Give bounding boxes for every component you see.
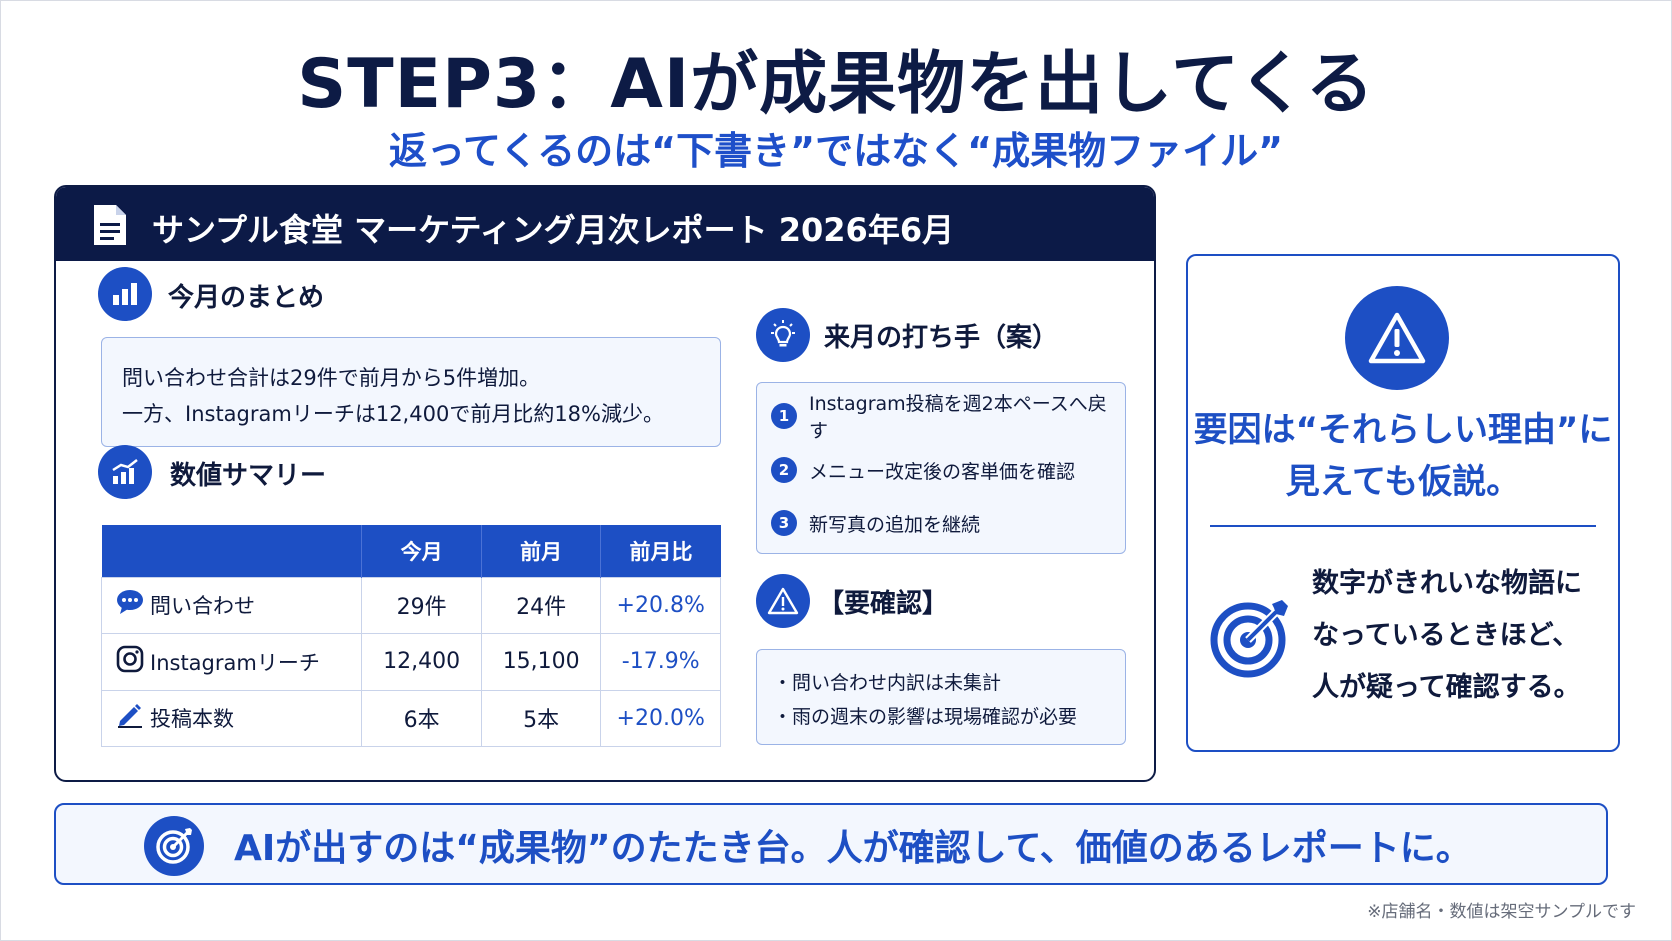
row-label-cell: 投稿本数 <box>100 689 363 747</box>
pencil-icon <box>116 701 150 735</box>
summary-table: 今月 前月 前月比 問い合わせ <box>100 525 721 747</box>
trend-chart-icon <box>98 445 152 499</box>
plan-item-text: Instagram投稿を週2本ペースへ戻す <box>809 393 1107 442</box>
table-heading: 数値サマリー <box>170 461 327 491</box>
instagram-icon <box>116 645 150 679</box>
summary-box: 問い合わせ合計は29件で前月から5件増加。 一方、Instagramリーチは12… <box>101 337 721 447</box>
cell-this-month: 12,400 <box>361 633 482 691</box>
cell-change: -17.9% <box>600 633 721 691</box>
report-header: サンプル食堂 マーケティング月次レポート 2026年6月 <box>56 187 1154 261</box>
warning-icon <box>1345 286 1449 390</box>
number-badge: 2 <box>771 457 797 483</box>
advice-line: 数字がきれいな物語に <box>1312 568 1582 599</box>
summary-line: 問い合わせ合計は29件で前月から5件増加。 <box>122 366 541 390</box>
plan-item-text: 新写真の追加を継続 <box>809 513 981 536</box>
list-item: ・雨の週末の影響は現場確認が必要 <box>773 706 1078 728</box>
row-label: 問い合わせ <box>150 594 255 619</box>
list-item: ・問い合わせ内訳は未集計 <box>773 672 1002 694</box>
bar-chart-icon <box>98 267 152 321</box>
list-item: 3 新写真の追加を継続 <box>771 508 980 538</box>
footnote: ※店舗名・数値は架空サンプルです <box>1367 902 1636 922</box>
table-header-cell <box>101 525 362 577</box>
cell-last-month: 5本 <box>480 689 602 747</box>
caution-line: 見えても仮説。 <box>1285 462 1521 502</box>
caution-message: 要因は“それらしい理由”に 見えても仮説。 <box>1188 404 1618 508</box>
caution-line: 要因は“それらしい理由”に <box>1193 410 1613 450</box>
list-item: 2 メニュー改定後の客単価を確認 <box>771 455 1075 485</box>
row-label-cell: 問い合わせ <box>100 576 363 634</box>
lightbulb-icon <box>756 308 810 362</box>
number-badge: 3 <box>771 510 797 536</box>
check-box: ・問い合わせ内訳は未集計 ・雨の週末の影響は現場確認が必要 <box>756 649 1126 745</box>
table-row: 問い合わせ 29件 24件 +20.8% <box>100 576 721 634</box>
row-label-cell: Instagramリーチ <box>100 633 363 691</box>
table-header-row: 今月 前月 前月比 <box>101 525 721 577</box>
plan-box: 1 Instagram投稿を週2本ペースへ戻す 2 メニュー改定後の客単価を確認… <box>756 382 1126 554</box>
table-header-cell: 前月比 <box>600 525 721 577</box>
cell-this-month: 6本 <box>361 689 482 747</box>
number-badge: 1 <box>771 403 797 429</box>
advice-line: なっているときほど、 <box>1312 620 1580 651</box>
report-card: サンプル食堂 マーケティング月次レポート 2026年6月 今月のまとめ 問い合わ… <box>54 185 1156 782</box>
summary-heading: 今月のまとめ <box>168 283 325 313</box>
warning-icon <box>756 574 810 628</box>
table-row: 投稿本数 6本 5本 +20.0% <box>100 689 721 747</box>
cell-this-month: 29件 <box>361 576 482 634</box>
row-label: 投稿本数 <box>150 707 234 732</box>
caution-advice: 数字がきれいな物語に なっているときほど、 人が疑って確認する。 <box>1312 558 1612 714</box>
row-label: Instagramリーチ <box>150 650 320 675</box>
cell-last-month: 15,100 <box>480 633 602 691</box>
banner-text: AIが出すのは“成果物”のたたき台。人が確認して、価値のあるレポートに。 <box>234 828 1472 869</box>
target-icon <box>144 816 204 876</box>
table-row: Instagramリーチ 12,400 15,100 -17.9% <box>100 633 721 691</box>
plan-item-text: メニュー改定後の客単価を確認 <box>809 460 1076 483</box>
summary-line: 一方、Instagramリーチは12,400で前月比約18%減少。 <box>122 402 664 426</box>
table-header-cell: 前月 <box>480 525 601 577</box>
caution-panel: 要因は“それらしい理由”に 見えても仮説。 数字がきれいな物語に なっているとき… <box>1186 254 1620 752</box>
cell-last-month: 24件 <box>480 576 602 634</box>
cell-change: +20.8% <box>600 576 721 634</box>
chat-icon <box>116 589 150 621</box>
target-icon <box>1210 596 1292 682</box>
document-icon <box>92 203 128 251</box>
page-subtitle: 返ってくるのは“下書き”ではなく“成果物ファイル” <box>388 129 1284 173</box>
advice-line: 人が疑って確認する。 <box>1312 672 1581 703</box>
table-header-cell: 今月 <box>361 525 482 577</box>
check-heading: 【要確認】 <box>818 589 949 619</box>
cell-change: +20.0% <box>600 689 721 747</box>
plan-heading: 来月の打ち手（案） <box>824 323 1059 353</box>
report-title: サンプル食堂 マーケティング月次レポート 2026年6月 <box>152 211 955 249</box>
list-item: 1 Instagram投稿を週2本ペースへ戻す <box>771 393 1125 442</box>
page-title: STEP3：AIが成果物を出してくる <box>297 45 1375 124</box>
bottom-banner: AIが出すのは“成果物”のたたき台。人が確認して、価値のあるレポートに。 <box>54 803 1608 885</box>
divider <box>1210 525 1596 527</box>
